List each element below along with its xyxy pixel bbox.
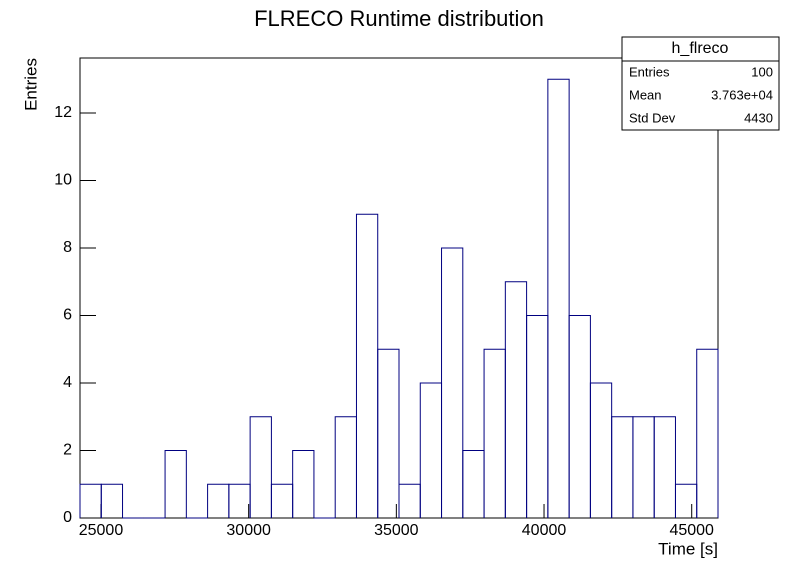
- x-tick-label: 35000: [374, 522, 419, 539]
- y-axis-label: Entries: [21, 58, 40, 111]
- y-tick-label: 0: [63, 509, 72, 526]
- stats-box: [621, 36, 780, 131]
- stats-label: Mean: [629, 87, 662, 102]
- stats-title: h_flreco: [672, 40, 729, 57]
- x-tick-label: 30000: [226, 522, 271, 539]
- y-tick-label: 6: [63, 307, 72, 324]
- x-axis-label: Time [s]: [658, 539, 718, 558]
- stats-label: Std Dev: [629, 110, 676, 125]
- histogram-bin: [249, 416, 272, 518]
- stats-value: 100: [751, 64, 773, 79]
- histogram-bin: [653, 416, 676, 518]
- y-tick-label: 10: [54, 172, 72, 189]
- stats-value: 3.763e+04: [711, 87, 773, 102]
- histogram-bin: [441, 247, 464, 518]
- stats-label: Entries: [629, 64, 670, 79]
- histogram-bin: [292, 450, 315, 518]
- stats-value: 4430: [744, 110, 773, 125]
- histogram-bin: [696, 348, 719, 518]
- x-tick-label: 40000: [522, 522, 567, 539]
- histogram-bin: [100, 483, 124, 518]
- x-tick-label: 25000: [79, 522, 124, 539]
- y-tick-label: 2: [63, 442, 72, 459]
- histogram-bin: [164, 450, 187, 518]
- x-tick-label: 45000: [669, 522, 714, 539]
- y-tick-label: 4: [63, 374, 72, 391]
- y-tick-label: 12: [54, 104, 72, 121]
- y-tick-label: 8: [63, 239, 72, 256]
- histogram-bin: [377, 348, 400, 518]
- chart-title: FLRECO Runtime distribution: [254, 6, 544, 31]
- histogram-bin: [547, 78, 570, 518]
